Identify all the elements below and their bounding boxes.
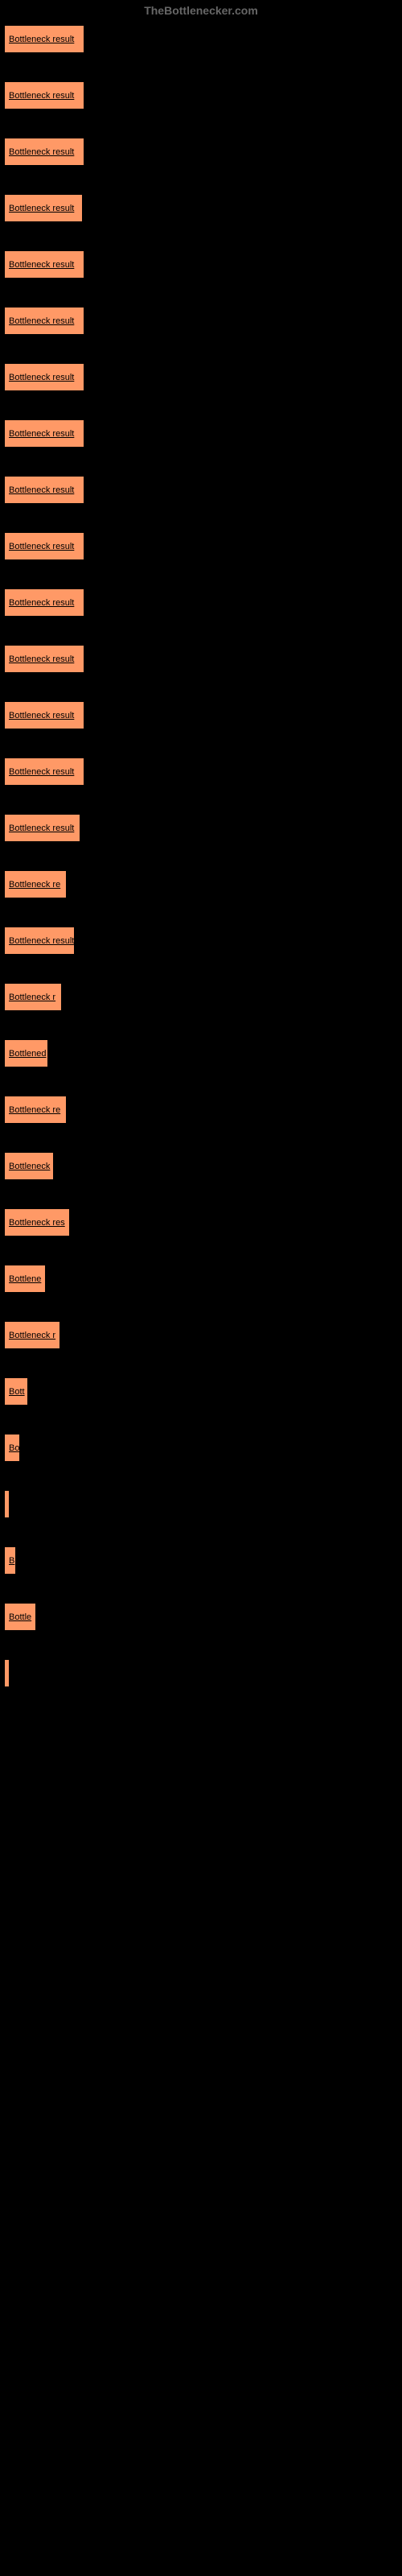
bar[interactable]: Bottleneck result — [4, 701, 84, 729]
bar-label[interactable]: Bo — [9, 1443, 19, 1453]
bar-row: Bott — [4, 1377, 398, 1406]
bar[interactable]: Bott — [4, 1377, 28, 1406]
bar-label[interactable]: Bottleneck result — [9, 91, 74, 101]
bar-row — [4, 1490, 398, 1518]
bar-label[interactable]: Bottleneck re — [9, 1105, 60, 1115]
bar[interactable]: Bottleneck result — [4, 758, 84, 786]
bar[interactable]: Bottleneck result — [4, 927, 75, 955]
bar-label[interactable]: Bottleneck result — [9, 542, 74, 551]
bar[interactable]: Bottleneck result — [4, 814, 80, 842]
bar-label[interactable]: B — [9, 1556, 14, 1566]
bar-row: Bottleneck result — [4, 363, 398, 391]
bar[interactable]: Bo — [4, 1434, 20, 1462]
bar-row: Bottleneck result — [4, 250, 398, 279]
bar[interactable]: Bottleneck result — [4, 419, 84, 448]
bar[interactable]: Bottlened — [4, 1039, 48, 1067]
bar[interactable]: Bottleneck re — [4, 870, 67, 898]
bar-row: Bottlene — [4, 1265, 398, 1293]
bar-label[interactable]: Bottleneck result — [9, 936, 74, 946]
bar[interactable]: Bottleneck result — [4, 532, 84, 560]
bar-row: Bottleneck r — [4, 1321, 398, 1349]
bar-row: B — [4, 1546, 398, 1575]
bar-label[interactable]: Bottleneck result — [9, 260, 74, 270]
bar-row: Bo — [4, 1434, 398, 1462]
bar-row: Bottleneck result — [4, 194, 398, 222]
bar-label[interactable]: Bottleneck result — [9, 204, 74, 213]
bar[interactable]: Bottleneck result — [4, 645, 84, 673]
bar-row — [4, 1659, 398, 1687]
bar-label[interactable]: Bottleneck result — [9, 767, 74, 777]
bar-chart: Bottleneck result Bottleneck result Bottle… — [0, 21, 402, 1719]
bar-label[interactable]: Bottlene — [9, 1274, 41, 1284]
bar[interactable]: Bottleneck result — [4, 25, 84, 53]
bar-label[interactable]: Bottlened — [9, 1049, 46, 1059]
bar[interactable] — [4, 1490, 10, 1518]
bar-row: Bottleneck result — [4, 758, 398, 786]
bar[interactable]: Bottleneck result — [4, 476, 84, 504]
bar-row: Bottleneck — [4, 1152, 398, 1180]
bar-label[interactable]: Bottleneck result — [9, 485, 74, 495]
bar-label[interactable]: Bottleneck result — [9, 598, 74, 608]
bar-label[interactable]: Bottle — [9, 1612, 31, 1622]
bar-row: Bottleneck result — [4, 81, 398, 109]
bar[interactable] — [4, 1659, 10, 1687]
bar-label[interactable]: Bottleneck result — [9, 147, 74, 157]
bar-row: Bottleneck result — [4, 25, 398, 53]
bar-row: Bottleneck result — [4, 476, 398, 504]
bar[interactable]: Bottleneck res — [4, 1208, 70, 1236]
bar[interactable]: Bottleneck result — [4, 307, 84, 335]
bar-label[interactable]: Bottleneck r — [9, 1331, 55, 1340]
bar-label[interactable]: Bottleneck result — [9, 711, 74, 720]
bar-row: Bottleneck result — [4, 645, 398, 673]
bar-row: Bottleneck re — [4, 1096, 398, 1124]
bar-row: Bottleneck re — [4, 870, 398, 898]
bar-label[interactable]: Bottleneck — [9, 1162, 50, 1171]
bar-label[interactable]: Bottleneck result — [9, 316, 74, 326]
bar[interactable]: Bottleneck r — [4, 1321, 60, 1349]
bar-label[interactable]: Bottleneck result — [9, 429, 74, 439]
bar-label[interactable]: Bott — [9, 1387, 25, 1397]
bar[interactable]: Bottleneck result — [4, 363, 84, 391]
bar-row: Bottleneck result — [4, 927, 398, 955]
bar-row: Bottleneck result — [4, 814, 398, 842]
watermark-text: TheBottlenecker.com — [0, 0, 402, 21]
bar-row: Bottle — [4, 1603, 398, 1631]
bar[interactable]: Bottleneck re — [4, 1096, 67, 1124]
bar[interactable]: Bottleneck r — [4, 983, 62, 1011]
bar-label[interactable]: Bottleneck result — [9, 35, 74, 44]
bar[interactable]: Bottlene — [4, 1265, 46, 1293]
bar-row: Bottleneck result — [4, 138, 398, 166]
bar[interactable]: Bottleneck — [4, 1152, 54, 1180]
bar-row: Bottleneck r — [4, 983, 398, 1011]
bar-row: Bottleneck result — [4, 701, 398, 729]
bar-row: Bottleneck result — [4, 588, 398, 617]
bar-row: Bottleneck result — [4, 532, 398, 560]
bar-label[interactable]: Bottleneck res — [9, 1218, 65, 1228]
bar-label[interactable]: Bottleneck re — [9, 880, 60, 890]
bar-row: Bottlened — [4, 1039, 398, 1067]
bar[interactable]: B — [4, 1546, 16, 1575]
bar-row: Bottleneck result — [4, 419, 398, 448]
bar[interactable]: Bottleneck result — [4, 194, 83, 222]
bar-label[interactable]: Bottleneck result — [9, 824, 74, 833]
bar[interactable]: Bottleneck result — [4, 81, 84, 109]
bar-label[interactable]: Bottleneck r — [9, 993, 55, 1002]
bar-row: Bottleneck result — [4, 307, 398, 335]
bar-row: Bottleneck res — [4, 1208, 398, 1236]
bar[interactable]: Bottleneck result — [4, 250, 84, 279]
bar-label[interactable]: Bottleneck result — [9, 654, 74, 664]
bar[interactable]: Bottleneck result — [4, 138, 84, 166]
bar[interactable]: Bottle — [4, 1603, 36, 1631]
bar-label[interactable]: Bottleneck result — [9, 373, 74, 382]
bar[interactable]: Bottleneck result — [4, 588, 84, 617]
